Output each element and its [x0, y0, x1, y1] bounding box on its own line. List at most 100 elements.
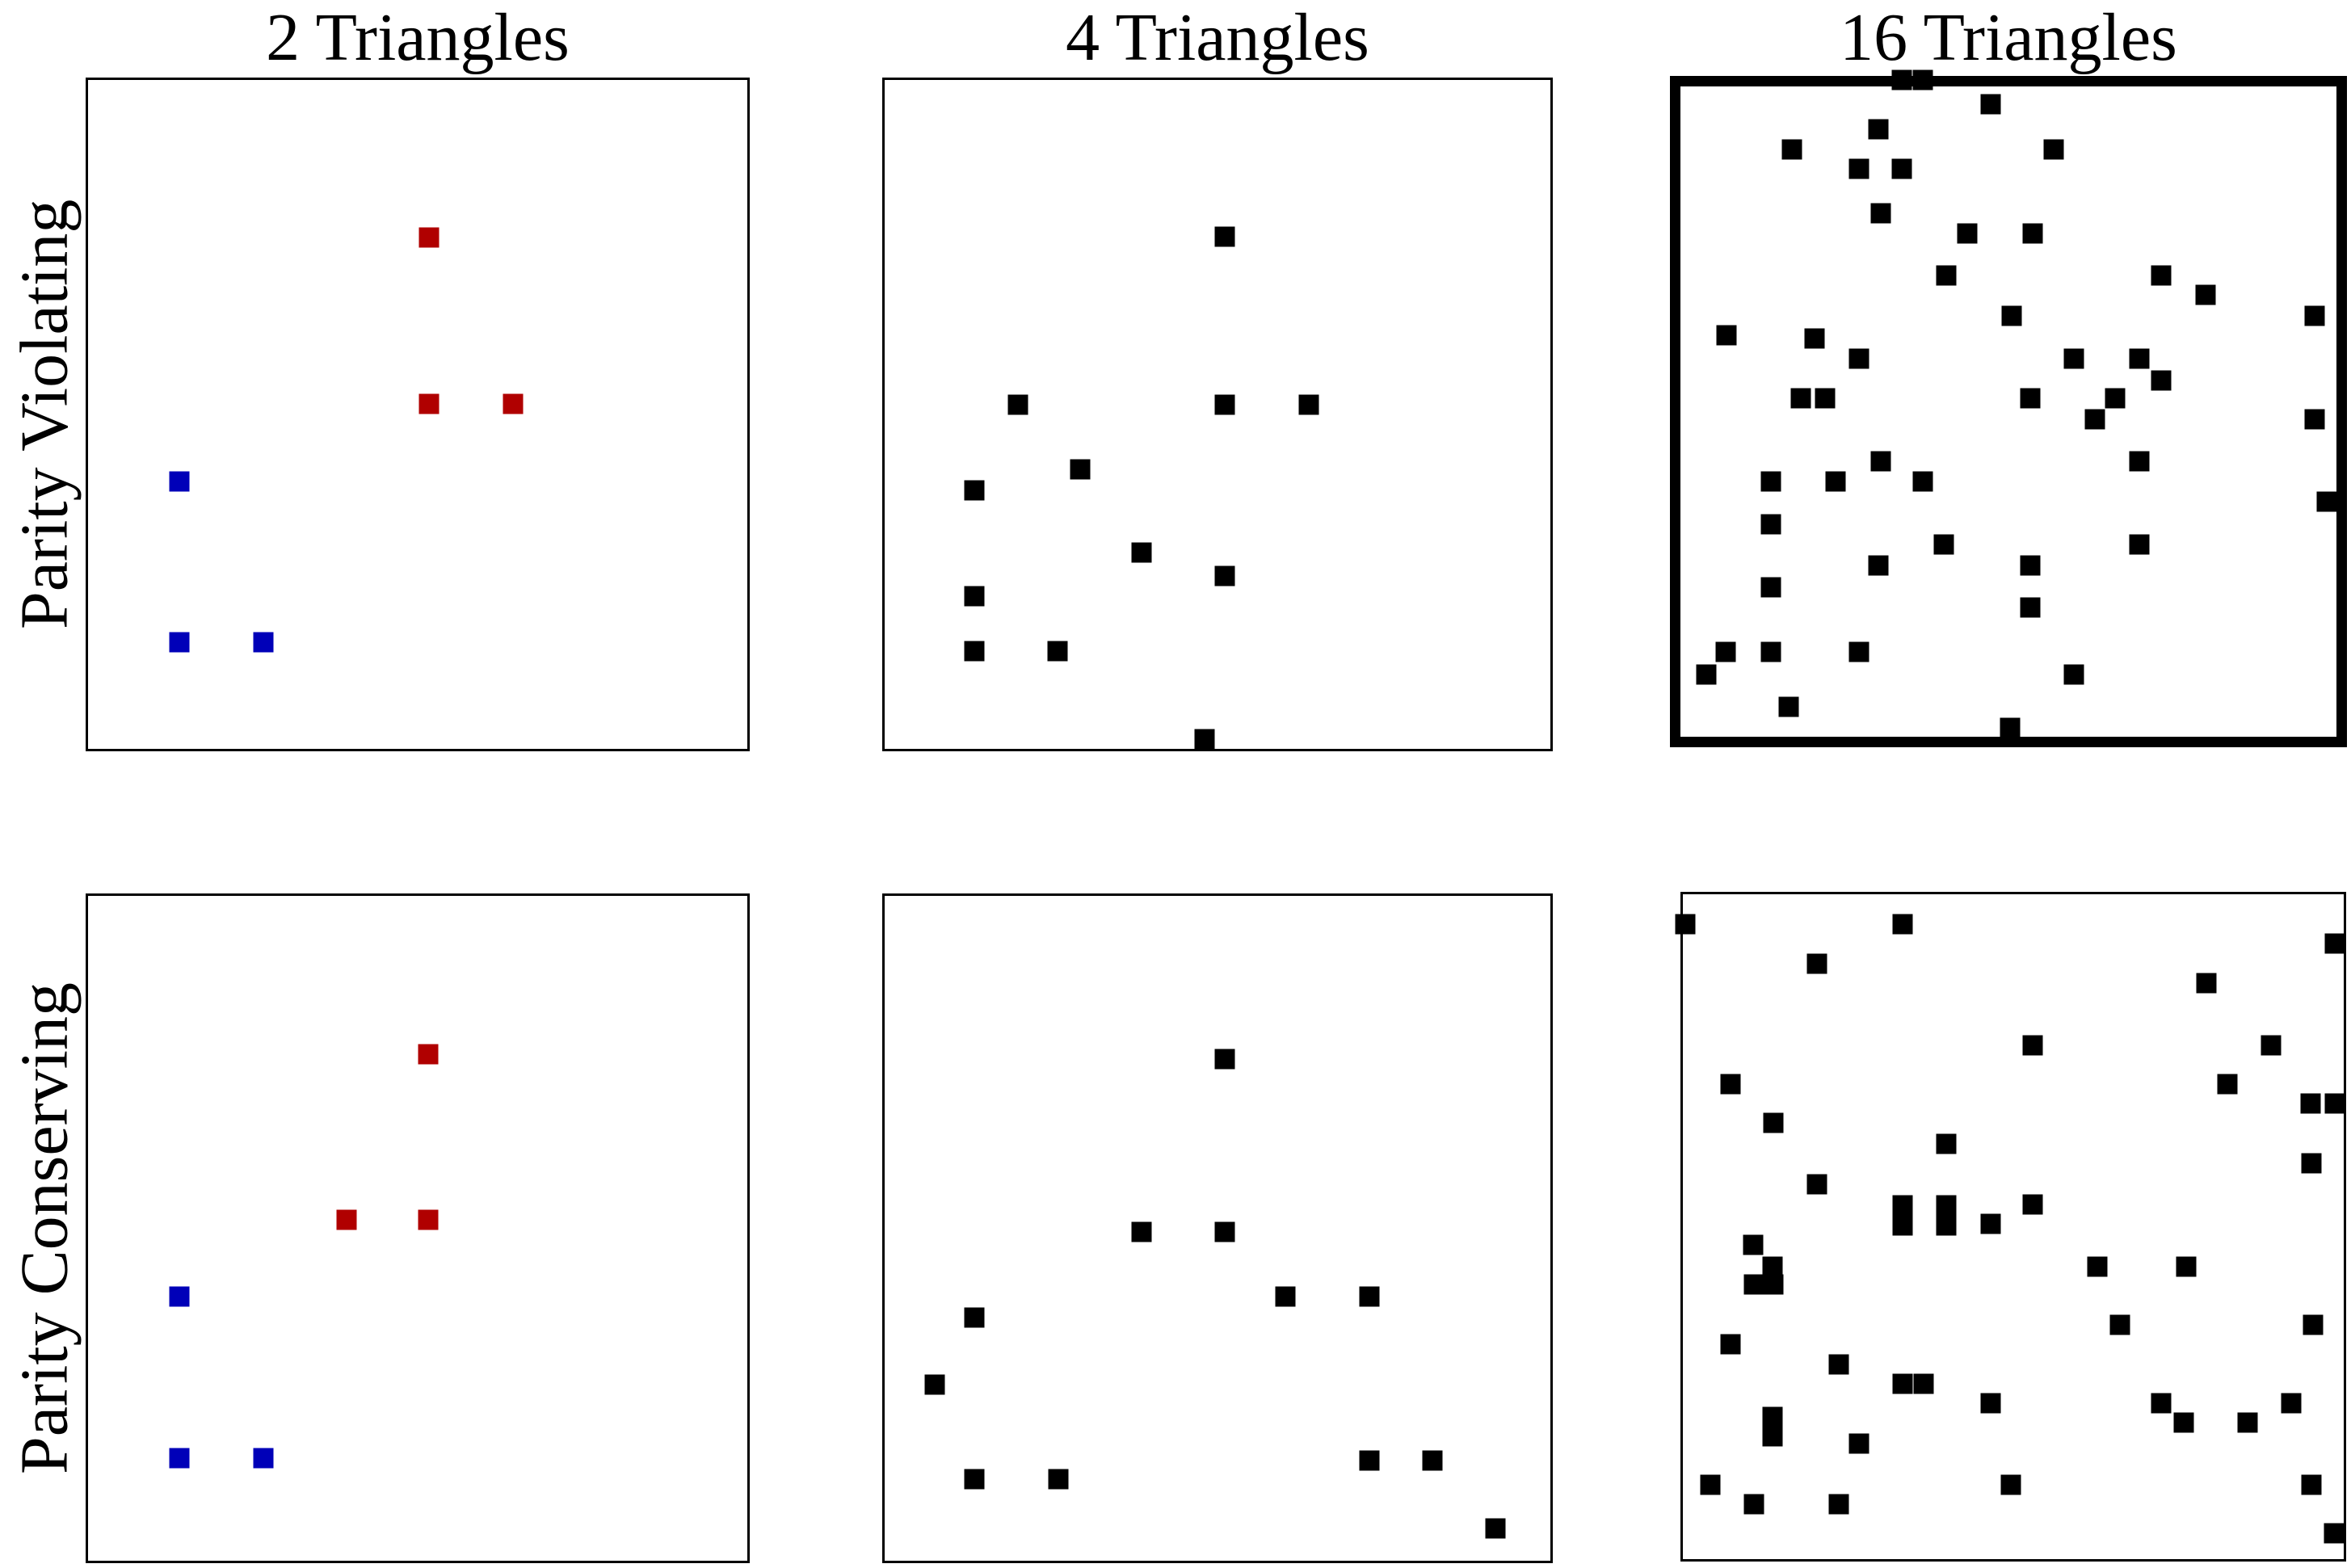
data-point-black	[1716, 325, 1737, 345]
data-point-black	[1933, 534, 1954, 555]
data-point-black	[2000, 1474, 2021, 1495]
data-point-black	[1828, 1494, 1849, 1515]
panel-16-triangles-parity-violating-highlighted	[1670, 69, 2347, 747]
column-title-4-triangles: 4 Triangles	[1066, 0, 1369, 75]
data-point-black	[1214, 394, 1235, 415]
data-point-black	[1892, 1373, 1913, 1394]
data-point-black	[1891, 158, 1912, 179]
data-point-black	[1848, 1433, 1869, 1454]
data-point-black	[2173, 1412, 2194, 1433]
data-point-black	[1762, 1256, 1783, 1277]
data-point-black	[1485, 1518, 1506, 1539]
data-point-black	[1214, 1049, 1235, 1070]
data-point-black	[1298, 394, 1319, 415]
data-point-black	[1070, 459, 1091, 480]
data-point-black	[1848, 348, 1869, 369]
data-point-black	[2129, 348, 2150, 369]
data-point-black	[2316, 491, 2337, 512]
data-point-black	[1806, 1174, 1827, 1195]
data-point-black	[964, 586, 985, 607]
panel-2-triangles-parity-conserving	[86, 893, 750, 1563]
data-point-black	[1870, 203, 1891, 224]
data-point-black	[1760, 641, 1781, 662]
data-point-black	[2151, 265, 2172, 286]
data-point-black	[1936, 1195, 1957, 1216]
data-point-black	[2324, 1093, 2345, 1114]
data-point-black	[1359, 1286, 1380, 1307]
data-point-black	[2151, 1393, 2172, 1414]
data-point-black	[2301, 1474, 2322, 1495]
data-point-black	[1892, 914, 1913, 935]
data-point-black	[1696, 664, 1717, 685]
data-point-black	[1828, 1354, 1849, 1375]
data-point-black	[964, 480, 985, 501]
data-point-black	[964, 641, 985, 662]
data-point-black	[1720, 1334, 1741, 1355]
data-point-black	[1762, 1426, 1783, 1447]
data-point-black	[1720, 1074, 1741, 1095]
column-title-2-triangles: 2 Triangles	[266, 0, 570, 75]
data-point-black	[2109, 1314, 2130, 1335]
data-point-black	[2084, 409, 2105, 430]
data-point-black	[1778, 696, 1799, 717]
data-point-black	[1214, 226, 1235, 247]
data-point-black	[2304, 305, 2325, 326]
data-point-black	[1275, 1286, 1296, 1307]
data-point-black	[1980, 1213, 2001, 1234]
data-point-black	[2022, 1194, 2043, 1215]
data-point-black	[1007, 394, 1028, 415]
data-point-blue	[253, 632, 274, 653]
data-point-red	[418, 393, 439, 414]
data-point-black	[2300, 1093, 2321, 1114]
data-point-red	[503, 393, 523, 414]
column-title-16-triangles: 16 Triangles	[1840, 0, 2177, 75]
data-point-black	[2020, 597, 2041, 618]
data-point-black	[2022, 223, 2043, 244]
data-point-black	[2324, 933, 2345, 954]
data-point-black	[1194, 729, 1215, 750]
data-point-black	[2324, 1523, 2345, 1544]
data-point-black	[1131, 1221, 1152, 1242]
data-point-black	[2020, 388, 2041, 409]
data-point-red	[418, 227, 439, 248]
data-point-black	[2001, 305, 2022, 326]
data-point-black	[1936, 265, 1957, 286]
data-point-black	[1743, 1234, 1764, 1255]
data-point-black	[1131, 542, 1152, 563]
data-point-black	[2281, 1393, 2302, 1414]
data-point-black	[1936, 1133, 1957, 1154]
data-point-black	[1806, 953, 1827, 974]
data-point-black	[1047, 641, 1068, 662]
data-point-black	[1763, 1274, 1784, 1295]
data-point-black	[1760, 514, 1781, 535]
data-point-black	[1760, 577, 1781, 598]
data-point-blue	[169, 471, 190, 492]
data-point-black	[2000, 717, 2021, 738]
data-point-red	[418, 1209, 439, 1230]
data-point-black	[1868, 119, 1889, 140]
panel-4-triangles-parity-conserving	[882, 893, 1553, 1563]
panel-2-triangles-parity-violating	[86, 78, 750, 751]
data-point-black	[2304, 409, 2325, 430]
data-point-black	[1359, 1450, 1380, 1471]
data-point-black	[2301, 1153, 2322, 1174]
data-point-black	[1790, 388, 1811, 409]
data-point-blue	[169, 1448, 190, 1469]
data-point-black	[1870, 451, 1891, 472]
data-point-black	[1957, 223, 1978, 244]
data-point-black	[1815, 388, 1836, 409]
data-point-black	[1892, 1215, 1913, 1236]
data-point-black	[1048, 1469, 1069, 1490]
data-point-red	[336, 1209, 357, 1230]
data-point-black	[2063, 664, 2084, 685]
data-point-black	[1214, 565, 1235, 586]
data-point-black	[2217, 1074, 2238, 1095]
data-point-blue	[169, 632, 190, 653]
data-point-black	[1743, 1494, 1764, 1515]
data-point-blue	[169, 1286, 190, 1307]
data-point-blue	[253, 1448, 274, 1469]
data-point-black	[2020, 555, 2041, 576]
data-point-black	[1848, 641, 1869, 662]
data-point-black	[2151, 370, 2172, 391]
data-point-black	[1422, 1450, 1443, 1471]
